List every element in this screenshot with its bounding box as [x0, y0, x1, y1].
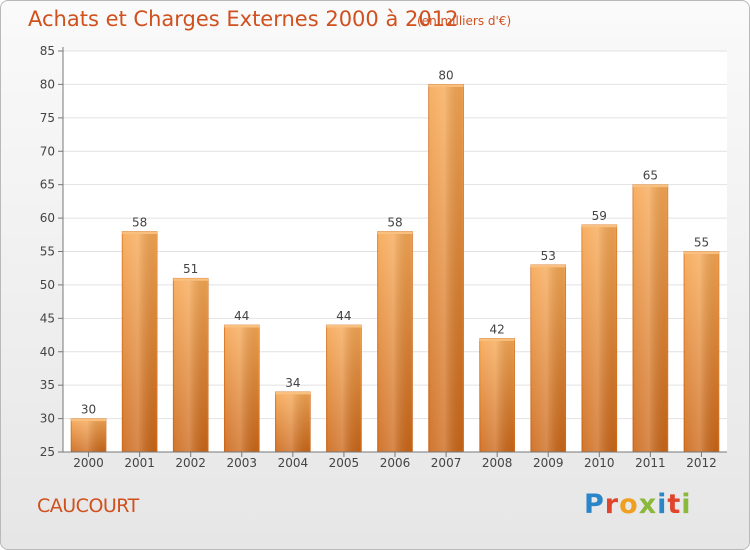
bar-top-edge	[275, 391, 311, 395]
bar-top-edge	[173, 278, 209, 281]
bar-highlight	[327, 326, 361, 452]
bar-highlight	[429, 85, 463, 453]
bars	[70, 84, 720, 453]
y-tick-label: 85	[40, 44, 55, 58]
data-label: 55	[694, 236, 709, 250]
bar-highlight	[225, 326, 259, 452]
x-tick-label: 2000	[73, 456, 104, 470]
data-label: 30	[81, 403, 96, 417]
data-label: 80	[438, 68, 453, 82]
chart-subtitle: (en milliers d'€)	[417, 14, 512, 28]
x-tick-label: 2011	[635, 456, 666, 470]
commune-name: CAUCOURT	[37, 495, 139, 517]
y-tick-label: 80	[40, 77, 55, 91]
bar-top-edge	[683, 251, 719, 254]
logo-letter: i	[681, 489, 692, 520]
y-tick-label: 70	[40, 144, 55, 158]
data-label: 58	[132, 215, 147, 229]
x-tick-label: 2003	[226, 456, 257, 470]
x-tick-label: 2009	[533, 456, 564, 470]
data-label: 42	[490, 322, 505, 336]
bar-highlight	[123, 232, 157, 452]
bar-highlight	[531, 265, 565, 452]
x-tick-label: 2006	[380, 456, 411, 470]
y-tick-label: 45	[40, 311, 55, 325]
bar-highlight	[633, 185, 667, 452]
y-tick-label: 55	[40, 245, 55, 259]
y-tick-label: 40	[40, 345, 55, 359]
bar-highlight	[276, 392, 310, 452]
data-label: 34	[285, 376, 300, 390]
x-tick-label: 2001	[124, 456, 155, 470]
bar-highlight	[378, 232, 412, 452]
y-tick-label: 25	[40, 445, 55, 459]
x-tick-label: 2010	[584, 456, 615, 470]
bar-top-edge	[224, 325, 260, 328]
bar-top-edge	[326, 325, 362, 328]
y-tick-label: 50	[40, 278, 55, 292]
bar-top-edge	[428, 84, 464, 87]
bar-top-edge	[479, 338, 515, 341]
logo-letter: x	[638, 489, 658, 520]
logo-letter: t	[667, 489, 682, 520]
axes: 25 30 35 40 45 50 55 60 65 70 75 80 85 2000 2001 2002 20…	[40, 44, 727, 470]
x-tick-label: 2004	[278, 456, 309, 470]
bar-highlight	[480, 339, 514, 452]
bar-highlight	[684, 252, 718, 452]
bar-top-edge	[122, 231, 158, 234]
x-tick-label: 2012	[686, 456, 717, 470]
data-label: 44	[234, 309, 249, 323]
chart-title: Achats et Charges Externes 2000 à 2012	[28, 7, 459, 31]
bar-highlight	[72, 419, 106, 452]
y-tick-label: 30	[40, 412, 55, 426]
bar-top-edge	[530, 264, 566, 268]
data-labels: 30 58 51 44 34 44 58 80 42 53 59 65 55	[81, 68, 709, 416]
logo-letter: r	[604, 489, 620, 520]
logo-letter: P	[584, 489, 605, 520]
y-tick-label: 35	[40, 378, 55, 392]
logo-letter: i	[657, 489, 668, 520]
x-tick-label: 2002	[175, 456, 206, 470]
y-tick-label: 65	[40, 178, 55, 192]
data-label: 65	[643, 169, 658, 183]
bar-top-edge	[581, 224, 617, 228]
x-tick-label: 2005	[329, 456, 360, 470]
x-tick-label: 2007	[431, 456, 462, 470]
bar-highlight	[174, 279, 208, 452]
x-tick-label: 2008	[482, 456, 513, 470]
logo-letter: o	[619, 489, 639, 520]
data-label: 44	[336, 309, 351, 323]
data-label: 58	[387, 215, 402, 229]
proxiti-logo[interactable]: Proxiti	[584, 489, 692, 520]
bar-top-edge	[632, 184, 668, 188]
y-tick-label: 75	[40, 111, 55, 125]
data-label: 53	[541, 249, 556, 263]
y-tick-label: 60	[40, 211, 55, 225]
bar-highlight	[582, 225, 616, 452]
data-label: 51	[183, 262, 198, 276]
data-label: 59	[592, 209, 607, 223]
bar-top-edge	[377, 231, 413, 234]
bar-top-edge	[71, 418, 107, 422]
